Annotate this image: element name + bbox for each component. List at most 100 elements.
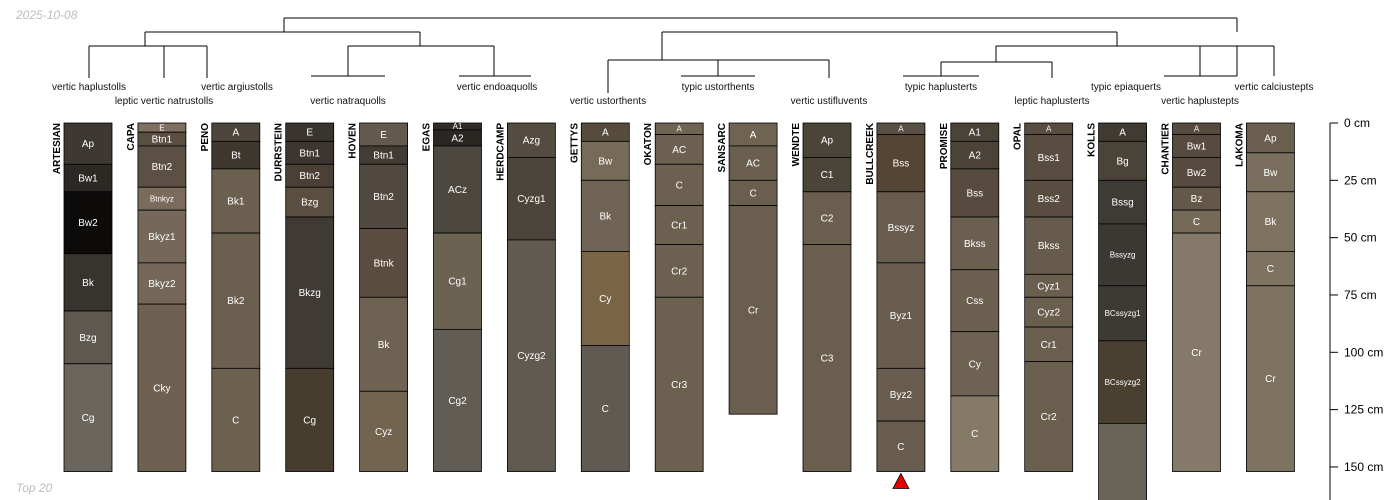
profile-id-label: HOVEN [348,123,359,159]
horizon-label: C [749,188,756,199]
horizon-block [1172,232,1221,472]
horizon-label: Cy [969,359,981,370]
horizon-label: Cyz [375,427,392,438]
horizon-label: A [232,128,239,139]
horizon-label: Btnkyz [150,194,174,203]
horizon-block [1098,422,1147,500]
horizon-block [1098,179,1147,225]
horizon-block [285,367,335,472]
horizon-block [63,253,113,312]
horizon-label: Cyzg2 [517,351,546,362]
horizon-block [506,122,556,158]
horizon-label: Cg [303,415,316,426]
horizon-block [433,328,482,472]
horizon-label: Bw1 [1187,141,1207,152]
horizon-block [876,367,926,422]
horizon-block [63,363,113,472]
horizon-block [876,134,926,193]
horizon-block [1098,140,1147,181]
horizon-label: Bk [378,340,391,351]
horizon-block [1246,285,1295,472]
profile-id-label: SANSARC [717,123,728,172]
dendrogram [88,17,1275,93]
depth-tick-label: 25 cm [1344,173,1377,187]
profile-id-label: EGAS [422,123,433,152]
horizon-block [137,209,187,264]
horizon-label: C [676,180,683,191]
horizon-label: Bkzg [299,288,321,299]
horizon-block [950,140,1000,170]
soil-profile: A Bss Bssyz Byz1 Byz2 C BULLCREEK [865,122,926,472]
soil-profile: Ap Bw1 Bw2 Bk Bzg Cg ARTESIAN [52,122,113,472]
horizon-label: Bw2 [1187,168,1207,179]
horizon-label: Bk [1265,217,1278,228]
footer-label: Top 20 [16,481,53,495]
horizon-label: Btn2 [152,162,173,173]
horizon-label: A [898,125,904,134]
date-label: 2025-10-08 [16,8,78,22]
horizon-label: Btn2 [299,171,320,182]
horizon-label: Bw [598,156,613,167]
horizon-label: Cr2 [1041,412,1058,423]
horizon-label: Ap [821,136,834,147]
horizon-block [728,145,778,181]
horizon-block [359,390,409,472]
soil-profile: A Bg Bssg Bssyzg BCssyzg1 BCssyzg2 KOLLS [1087,122,1147,500]
horizon-block [285,186,335,218]
taxon-label: vertic haplustepts [1161,96,1239,107]
horizon-label: Css [966,296,983,307]
profile-id-label: LAKOMA [1234,123,1245,167]
horizon-label: Bk1 [227,196,245,207]
horizon-block [1024,296,1074,328]
horizon-block [950,216,1000,271]
horizon-label: A [677,125,683,134]
horizon-label: Cyzg1 [517,194,546,205]
horizon-block [802,244,852,472]
depth-axis: 0 cm 25 cm 50 cm 75 cm 100 cm 125 cm 150 cm [1329,116,1383,500]
horizon-label: Btn1 [373,151,394,162]
horizon-label: Bg [1116,156,1128,167]
horizon-block [506,239,556,472]
profile-id-label: HERDCAMP [495,123,506,181]
soil-profile: Ap C1 C2 C3 WENDTE [791,122,852,472]
profile-id-label: WENDTE [791,123,802,167]
soil-profile: A AC C Cr1 Cr2 Cr3 OKATON [643,122,704,472]
horizon-label: Bk [599,211,612,222]
horizon-label: Ap [1264,133,1277,144]
soil-profile: A Bw Bk Cy C GETTYS [569,122,630,472]
profile-id-label: ARTESIAN [52,123,63,174]
soil-profile: A Bss1 Bss2 Bkss Cyz1 Cyz2 Cr1 Cr2 OPAL [1013,122,1074,472]
taxon-label: vertic ustifluvents [791,96,868,107]
horizon-label: A [602,128,609,139]
taxon-label: vertic haplustolls [52,82,126,93]
profile-id-label: DURRSTEIN [274,123,285,181]
horizon-label: A2 [451,133,464,144]
horizon-block [728,205,778,415]
profile-id-label: CAPA [126,123,137,151]
horizon-label: C2 [821,214,834,225]
horizon-block [950,168,1000,218]
horizon-label: Bw1 [78,174,98,185]
horizon-block [137,145,187,188]
horizon-label: A [1194,125,1200,134]
horizon-label: C [232,415,239,426]
horizon-label: Bssg [1111,198,1133,209]
horizon-label: Cr [1265,374,1276,385]
horizon-label: Bz [1191,194,1203,205]
depth-tick-label: 150 cm [1344,460,1383,474]
horizon-block [137,262,187,305]
horizon-label: BCssyzg2 [1105,378,1142,387]
horizon-label: E [306,128,313,139]
horizon-block [1098,340,1147,424]
horizon-label: Btn2 [373,192,394,203]
profile-id-label: PROMISE [939,123,950,169]
depth-marker [892,472,910,489]
horizon-label: Cr2 [671,266,688,277]
horizon-label: Ap [82,139,95,150]
horizon-block [63,122,113,165]
horizon-label: C3 [821,354,834,365]
taxon-label: typic epiaquerts [1091,82,1161,93]
horizon-block [1098,285,1147,342]
horizon-block [137,303,187,472]
soil-profile: E Btn1 Btn2 Btnk Bk Cyz HOVEN [348,122,409,472]
